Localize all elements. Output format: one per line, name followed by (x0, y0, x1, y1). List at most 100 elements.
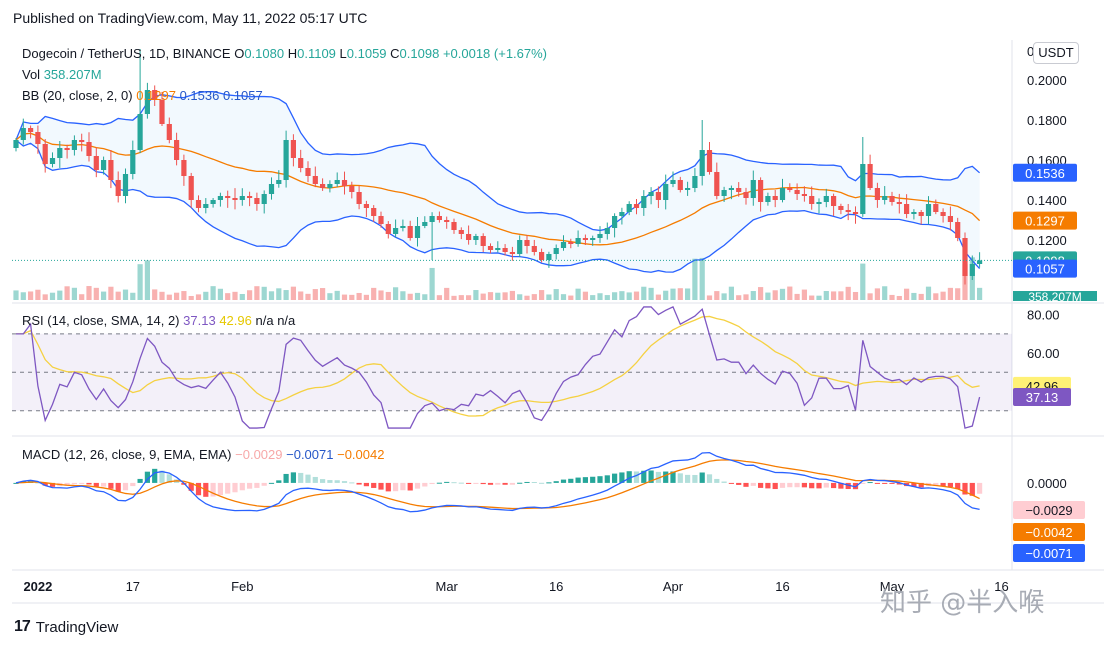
rsi-legend[interactable]: RSI (14, close, SMA, 14, 2) 37.13 42.96 … (22, 313, 295, 328)
volume-bar (633, 291, 640, 300)
candle-body (174, 140, 180, 160)
macd-hist-bar (414, 482, 421, 489)
rsi-value: 37.13 (183, 313, 216, 328)
macd-hist-bar (845, 482, 851, 490)
symbol-legend[interactable]: Dogecoin / TetherUS, 1D, BINANCE O0.1080… (22, 46, 547, 61)
close-label: C (390, 46, 400, 61)
macd-hist-bar (473, 482, 479, 484)
volume-bar (232, 291, 238, 300)
candle-body (787, 188, 793, 190)
macd-hist-bar (144, 471, 150, 483)
bb-lower-line (15, 139, 981, 273)
macd-hist-bar (290, 472, 296, 483)
change-value: +0.0018 (+1.67%) (442, 46, 548, 61)
candle-body (553, 248, 559, 254)
candle-body (466, 234, 472, 240)
candle-body (933, 204, 939, 212)
volume-bar (531, 294, 537, 300)
candle-body (575, 238, 581, 244)
volume-bar (918, 293, 924, 300)
macd-hist-bar (641, 470, 647, 483)
time-axis: 2022 17 Feb Mar 16 Apr 16 May 16 (23, 579, 1008, 594)
volume-bar (268, 291, 275, 300)
tag-bb-upper: 0.1536 (1025, 166, 1065, 181)
candle-body (823, 196, 829, 202)
candle-body (882, 196, 888, 200)
volume-bar (882, 286, 888, 300)
time-tick-label: 2022 (23, 579, 52, 594)
candle-body (341, 180, 348, 186)
macd-hist-bar (677, 473, 683, 483)
macd-hist-bar (597, 476, 603, 483)
macd-hist-bar (728, 482, 734, 484)
macd-hist-bar (736, 482, 742, 485)
volume-bar (838, 291, 844, 300)
volume-bar (765, 292, 771, 300)
candle-body (247, 196, 253, 198)
candle-body (159, 100, 165, 124)
candle-body (663, 184, 669, 200)
macd-hist-bar (239, 482, 245, 491)
bb-legend[interactable]: BB (20, close, 2, 0) 0.1297 0.1536 0.105… (22, 88, 263, 103)
currency-button[interactable]: USDT (1033, 42, 1079, 64)
candle-body (721, 190, 727, 196)
volume-bar (283, 290, 289, 300)
volume-bar (444, 287, 450, 300)
watermark: 知乎 @半入喉 (880, 588, 1045, 618)
volume-bar (706, 295, 713, 300)
tag-volume-bg (1013, 291, 1097, 301)
volume-bar (721, 293, 727, 300)
rsi-label: RSI (14, close, SMA, 14, 2) (22, 313, 180, 328)
volume-bar (750, 291, 756, 300)
volume-bar (977, 287, 983, 300)
tag-macd-signal-bg (1013, 523, 1085, 541)
macd-hist-bar (619, 472, 625, 483)
bb-upper-value: 0.1536 (179, 88, 220, 103)
macd-hist-bar (35, 482, 41, 484)
tag-rsi: 37.13 (1026, 390, 1059, 405)
macd-hist-bar (568, 478, 574, 483)
volume-bar (429, 267, 435, 300)
volume-bar (728, 286, 734, 300)
candle-body (71, 140, 77, 150)
volume-bar (874, 288, 880, 300)
candle-body (852, 212, 859, 214)
macd-hist-bar (298, 472, 304, 483)
volume-bar (276, 288, 282, 300)
volume-bar (860, 263, 866, 300)
candle-body (363, 204, 369, 208)
candle-body (122, 174, 129, 196)
volume-bar (845, 286, 851, 300)
macd-hist-bar (254, 482, 260, 488)
volume-bar (641, 286, 647, 300)
macd-hist-bar (590, 476, 596, 483)
macd-legend[interactable]: MACD (12, 26, close, 9, EMA, EMA) −0.002… (22, 447, 384, 462)
tradingview-footer[interactable]: 17 TradingView (14, 618, 118, 636)
candle-body (779, 188, 786, 200)
candle-body (568, 242, 574, 244)
volume-bar (502, 292, 508, 300)
volume-bar (400, 291, 406, 300)
macd-hist-bar (152, 468, 158, 483)
macd-hist-bar (758, 482, 764, 488)
published-header: Published on TradingView.com, May 11, 20… (13, 10, 368, 26)
volume-bar (582, 291, 588, 300)
volume-bar (896, 295, 902, 300)
volume-bar (305, 293, 311, 300)
macd-hist-bar (466, 482, 472, 484)
macd-hist-bar (750, 482, 756, 486)
volume-bar (787, 286, 793, 300)
volume-bar (933, 293, 939, 300)
rsi-tick-label: 60.00 (1027, 346, 1060, 361)
candle-body (283, 140, 289, 180)
volume-bar (575, 288, 581, 300)
candle-body (517, 240, 523, 254)
volume-legend[interactable]: Vol 358.207M (22, 67, 102, 82)
time-tick-label: 16 (775, 579, 789, 594)
macd-hist-bar (458, 482, 464, 484)
candle-body (28, 128, 34, 132)
close-value: 0.1098 (399, 46, 440, 61)
candle-body (860, 164, 866, 214)
price-tick-label-top: 0 (1027, 44, 1034, 59)
